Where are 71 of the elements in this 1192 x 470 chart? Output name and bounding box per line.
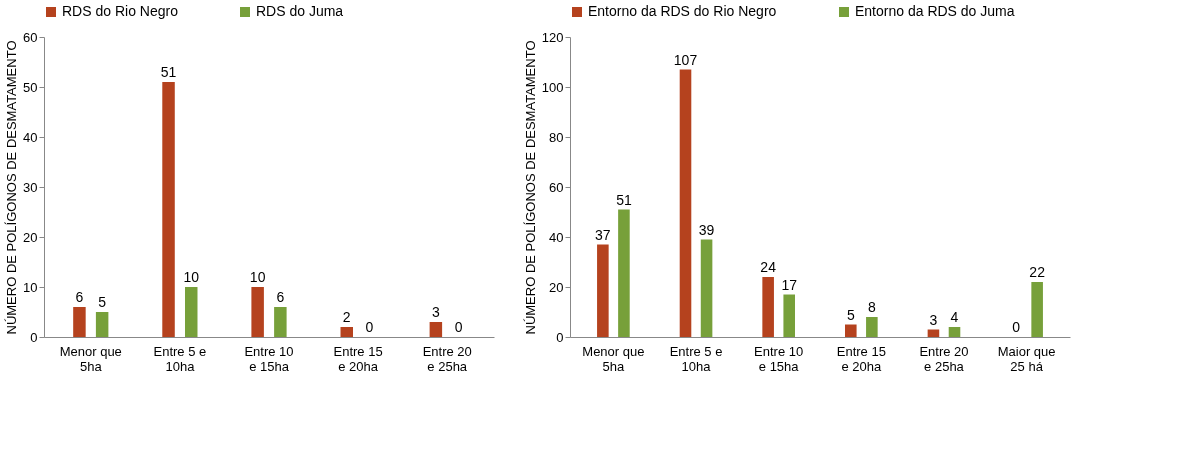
data-label: 6 xyxy=(75,289,84,305)
bar xyxy=(618,209,630,337)
data-label: 37 xyxy=(595,226,611,243)
data-label: 6 xyxy=(276,289,285,305)
y-tick-label: 120 xyxy=(541,29,564,45)
data-label: 107 xyxy=(673,51,698,68)
y-tick-label: 20 xyxy=(549,279,564,295)
bar xyxy=(429,322,443,337)
data-label: 10 xyxy=(183,269,200,285)
bar xyxy=(251,287,264,337)
bar xyxy=(679,69,692,337)
data-label: 51 xyxy=(160,64,177,80)
y-axis-title: NÚMERO DE POLÍGONOS DE DESMATAMENTO xyxy=(522,40,538,335)
y-tick-label: 60 xyxy=(549,179,564,195)
y-tick-label: 40 xyxy=(23,129,38,145)
bar xyxy=(340,327,353,337)
x-tick-label: Entre 10 e 15ha xyxy=(244,343,294,374)
bar xyxy=(762,277,774,337)
x-tick-label: Entre 5 e 10ha xyxy=(669,343,723,374)
legend-label: RDS do Juma xyxy=(256,3,344,19)
bar xyxy=(948,327,961,337)
y-tick-label: 0 xyxy=(30,329,38,345)
data-label: 0 xyxy=(365,319,374,335)
legend-label: Entorno da RDS do Juma xyxy=(855,3,1015,19)
y-tick-label: 40 xyxy=(549,229,564,245)
bar xyxy=(95,312,109,337)
y-axis-title: NÚMERO DE POLÍGONOS DE DESMATAMENTO xyxy=(4,40,20,335)
x-tick-label: Menor que 5ha xyxy=(59,343,122,374)
bar xyxy=(1031,282,1043,337)
bar xyxy=(783,294,795,337)
y-tick-label: 10 xyxy=(23,279,38,295)
bar xyxy=(274,307,287,337)
data-label: 4 xyxy=(950,309,959,325)
data-label: 0 xyxy=(1012,319,1021,335)
y-tick-label: 100 xyxy=(541,79,564,95)
bar xyxy=(866,317,878,337)
data-label: 3 xyxy=(929,311,938,328)
y-tick-label: 30 xyxy=(23,179,38,195)
data-label: 10 xyxy=(249,269,266,285)
data-label: 8 xyxy=(867,299,876,315)
y-tick-label: 20 xyxy=(23,229,38,245)
x-tick-label: Menor que 5ha xyxy=(582,343,645,374)
x-tick-label: Entre 5 e 10ha xyxy=(153,343,207,374)
y-tick-label: 60 xyxy=(23,29,38,45)
data-label: 3 xyxy=(431,304,440,320)
x-tick-label: Maior que 25 há xyxy=(997,343,1056,374)
data-label: 17 xyxy=(781,276,798,293)
bar xyxy=(845,324,857,337)
bar xyxy=(185,287,198,337)
y-tick-label: 0 xyxy=(556,329,564,345)
x-tick-label: Entre 20 e 25ha xyxy=(422,343,472,374)
x-tick-label: Entre 15 e 20ha xyxy=(333,343,383,374)
data-label: 39 xyxy=(698,221,715,238)
y-tick-label: 80 xyxy=(549,129,564,145)
x-tick-label: Entre 15 e 20ha xyxy=(836,343,886,374)
y-tick-label: 50 xyxy=(23,79,38,95)
x-tick-label: Entre 20 e 25ha xyxy=(919,343,969,374)
legend-label: RDS do Rio Negro xyxy=(62,3,179,19)
bar xyxy=(597,244,609,337)
data-label: 5 xyxy=(98,294,107,310)
bar xyxy=(73,307,86,337)
data-label: 0 xyxy=(454,319,463,335)
data-label: 22 xyxy=(1029,264,1046,280)
data-label: 24 xyxy=(760,259,777,275)
legend-label: Entorno da RDS do Rio Negro xyxy=(588,3,777,19)
x-tick-label: Entre 10 e 15ha xyxy=(754,343,804,374)
bar xyxy=(700,239,713,337)
data-label: 5 xyxy=(846,306,855,323)
data-label: 51 xyxy=(616,191,632,208)
bar xyxy=(162,82,175,337)
data-label: 2 xyxy=(342,309,351,325)
